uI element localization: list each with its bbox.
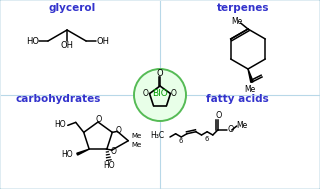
Text: carbohydrates: carbohydrates [15,94,101,104]
Text: H₃C: H₃C [150,132,164,140]
Text: Me: Me [244,85,256,94]
Text: HO: HO [27,36,39,46]
Circle shape [134,69,186,121]
Text: Me: Me [131,142,141,148]
Text: HO: HO [61,150,73,159]
Text: 6: 6 [178,138,183,144]
Text: HO: HO [54,120,66,129]
Text: BIO: BIO [152,90,168,98]
Text: HO: HO [103,161,115,170]
Text: Me: Me [131,133,141,139]
Text: Me: Me [231,18,242,26]
Text: O: O [116,126,122,135]
Text: O: O [110,147,116,156]
Text: glycerol: glycerol [48,3,96,13]
Text: Me: Me [236,121,247,129]
Text: O: O [143,89,149,98]
Text: OH: OH [60,42,74,50]
Text: OH: OH [97,36,110,46]
Polygon shape [77,149,89,155]
Polygon shape [248,69,253,82]
Text: O: O [228,125,234,133]
Text: terpenes: terpenes [217,3,269,13]
Text: fatty acids: fatty acids [206,94,268,104]
Text: O: O [216,112,222,121]
Text: O: O [171,89,177,98]
Text: 6: 6 [204,136,208,142]
Text: O: O [157,69,163,78]
Text: O: O [95,115,102,124]
